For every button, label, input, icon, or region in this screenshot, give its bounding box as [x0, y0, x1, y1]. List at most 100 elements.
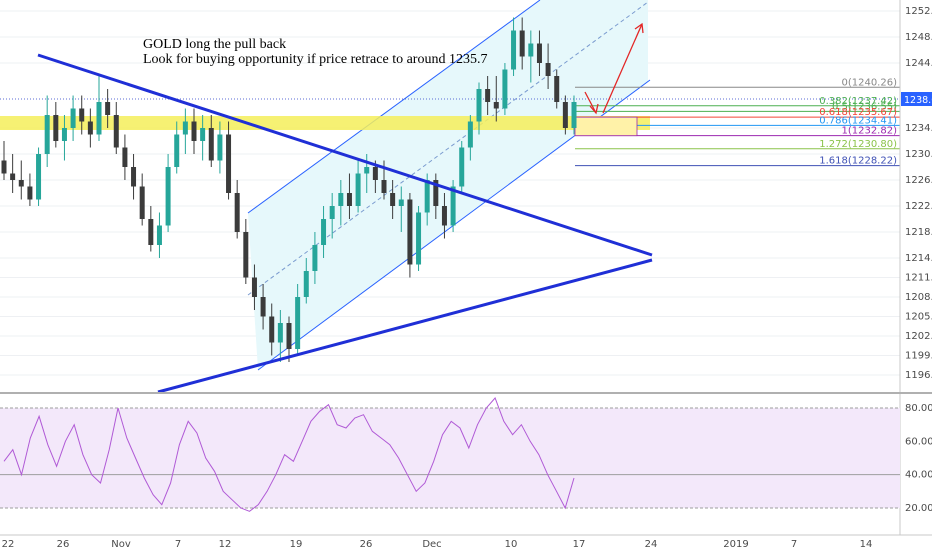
- price-tick-label: 1199.00: [905, 351, 932, 362]
- arrow-head-up-icon: [634, 22, 644, 34]
- candle-body: [450, 186, 456, 226]
- price-tick-label: 1208.00: [905, 292, 932, 303]
- candle-body: [36, 154, 42, 200]
- candle-body: [260, 297, 266, 317]
- candle-body: [182, 121, 188, 135]
- fib-label: 0.786(1234.41): [819, 115, 897, 126]
- rsi-pane: 20.00 40.00 60.00 80.00: [0, 397, 932, 514]
- current-price-badge: [901, 92, 932, 106]
- candle-body: [70, 108, 76, 128]
- candle-body: [295, 297, 301, 349]
- candle-body: [156, 225, 162, 245]
- candle-body: [459, 147, 465, 187]
- candle-body: [105, 102, 111, 115]
- red-arrow-down: [584, 91, 597, 114]
- arrow-head-down-icon: [589, 103, 599, 115]
- time-tick-label: 7: [175, 539, 181, 550]
- price-tick-label: 1252.00: [905, 6, 932, 17]
- rsi-tick-label: 60.00: [905, 436, 932, 447]
- channel-midline: [247, 1, 649, 296]
- candle-body: [562, 102, 568, 128]
- candle-body: [424, 180, 430, 213]
- annotation-line-2: Look for buying opportunity if price ret…: [143, 52, 487, 67]
- candle-body: [53, 115, 59, 141]
- candle-body: [536, 43, 542, 63]
- rsi-tick-label: 40.00: [905, 470, 932, 481]
- triangle-upper-line: [37, 53, 653, 257]
- candle-body: [96, 102, 102, 135]
- candle-body: [10, 173, 16, 180]
- candle-body: [191, 121, 197, 141]
- fib-label: 0.618(1235.67): [819, 107, 897, 118]
- channel-fill: [248, 0, 648, 370]
- candle-body: [355, 173, 361, 206]
- candle-body: [545, 63, 551, 76]
- time-axis: 22 26 Nov 7 12 19 26 Dec 10 17 24 2019 7 14: [2, 539, 873, 550]
- current-price-label: 1238.07: [904, 95, 932, 106]
- candle-body: [174, 134, 180, 167]
- time-tick-label: 26: [57, 539, 70, 550]
- candle-body: [321, 219, 327, 245]
- price-tick-label: 1196.00: [905, 370, 932, 381]
- candle-body: [502, 69, 508, 109]
- fib-label: 0(1240.26): [841, 77, 897, 88]
- fib-label: 0.5(1236.55): [832, 101, 897, 112]
- rsi-tick-label: 80.00: [905, 403, 932, 414]
- candle-body: [148, 219, 154, 245]
- candle-body: [407, 199, 413, 265]
- price-tick-label: 1222.00: [905, 201, 932, 212]
- candle-body: [234, 193, 240, 232]
- time-tick-label: 10: [505, 539, 518, 550]
- rsi-band: [0, 408, 900, 508]
- price-tick-label: 1202.00: [905, 331, 932, 342]
- fib-retracement: 0(1240.26) 0.382(1237.42)0.5(1236.55)0.61…: [574, 77, 900, 167]
- candle-body: [346, 193, 352, 206]
- candle-body: [251, 277, 257, 297]
- annotation-line-1: GOLD long the pull back: [143, 37, 286, 52]
- price-tick-label: 1244.00: [905, 58, 932, 69]
- candle-body: [416, 212, 422, 265]
- time-tick-label: 17: [573, 539, 586, 550]
- rsi-tick-label: 20.00: [905, 503, 932, 514]
- fib-target-box: [574, 116, 638, 137]
- candle-body: [113, 115, 119, 148]
- candle-body: [372, 167, 378, 180]
- candle-body: [528, 43, 534, 57]
- rsi-line: [3, 397, 575, 512]
- candle-body: [226, 134, 232, 193]
- candle-body: [87, 121, 93, 135]
- time-tick-label: 12: [219, 539, 232, 550]
- price-tick-label: 1205.00: [905, 312, 932, 323]
- fib-label: 1.272(1230.80): [819, 139, 897, 150]
- candle-body: [1, 160, 7, 174]
- candle-body: [485, 89, 491, 102]
- price-tick-label: 1211.00: [905, 273, 932, 284]
- time-tick-label: 2019: [723, 539, 748, 550]
- time-tick-label: 26: [360, 539, 373, 550]
- price-tick-label: 1230.00: [905, 149, 932, 160]
- candle-body: [476, 89, 482, 122]
- support-zone: [0, 116, 650, 130]
- candle-body: [312, 245, 318, 271]
- price-tick-label: 1226.00: [905, 175, 932, 186]
- candle-body: [571, 102, 577, 128]
- time-tick-label: 22: [2, 539, 15, 550]
- candle-body: [217, 134, 223, 161]
- candle-body: [243, 232, 249, 278]
- fib-label: 0.382(1237.42): [819, 96, 897, 107]
- candle-body: [329, 206, 335, 219]
- candle-body: [441, 206, 447, 226]
- time-tick-label: 7: [791, 539, 797, 550]
- candle-body: [511, 30, 517, 70]
- candle-body: [554, 76, 560, 102]
- candle-body: [303, 271, 309, 297]
- price-tick-label: 1248.00: [905, 32, 932, 43]
- candle-body: [131, 167, 137, 187]
- candle-body: [381, 180, 387, 193]
- price-tick-label: 1234.00: [905, 123, 932, 134]
- candle-body: [493, 102, 499, 109]
- time-tick-label: Nov: [111, 539, 131, 550]
- candle-body: [61, 128, 67, 141]
- candle-body: [27, 186, 33, 200]
- candle-body: [200, 128, 206, 141]
